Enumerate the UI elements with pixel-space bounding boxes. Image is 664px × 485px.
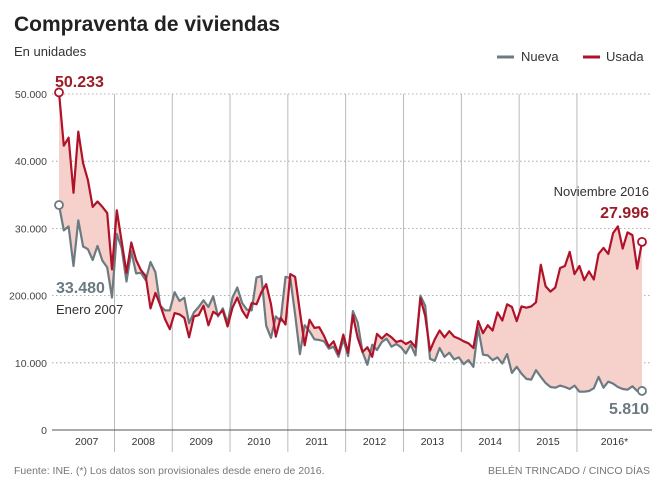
start-point-usada [54,87,64,98]
y-tick-label: 200.000 [9,291,47,303]
start-point-nueva [54,200,64,210]
label-start-usada: 50.233 [55,74,104,91]
y-tick-label: 50.000 [15,89,47,101]
y-tick-label: 40.000 [15,156,47,168]
x-tick-label: 2013 [421,436,445,448]
y-axis: 0 10.000 200.000 30.000 40.000 50.000 [9,89,47,437]
x-tick-label: 2016* [601,436,628,448]
gridlines [52,93,652,452]
legend-label-nueva: Nueva [521,49,559,64]
label-end-usada: 27.996 [600,205,649,222]
label-end-date: Noviembre 2016 [554,184,649,199]
chart-subtitle: En unidades [14,44,87,59]
x-tick-label: 2009 [189,436,213,448]
label-start-nueva: 33.480 [56,280,105,297]
source-note: Fuente: INE. (*) Los datos son provision… [14,465,325,477]
gap-area [59,92,642,392]
x-tick-label: 2011 [305,436,328,448]
x-tick-label: 2015 [536,436,560,448]
x-tick-label: 2012 [363,436,387,448]
end-point-nueva [637,386,647,396]
chart-title: Compraventa de viviendas [14,13,280,36]
x-tick-label: 2010 [247,436,271,448]
legend-label-usada: Usada [606,49,644,64]
y-tick-label: 30.000 [15,223,47,235]
legend: Nueva Usada [497,49,644,64]
series-line-usada [57,92,644,358]
x-tick-label: 2007 [75,436,99,448]
y-tick-label: 10.000 [15,358,47,370]
credit-note: BELÉN TRINCADO / CINCO DÍAS [488,464,650,477]
x-tick-label: 2008 [132,436,156,448]
y-tick-label: 0 [41,425,47,437]
x-axis: 2007 2008 2009 2010 2011 2012 2013 2014 2015 2016… [52,429,652,448]
label-end-nueva: 5.810 [609,401,649,418]
end-point-usada [637,236,647,247]
x-tick-label: 2014 [479,436,503,448]
label-start-date: Enero 2007 [56,302,123,317]
